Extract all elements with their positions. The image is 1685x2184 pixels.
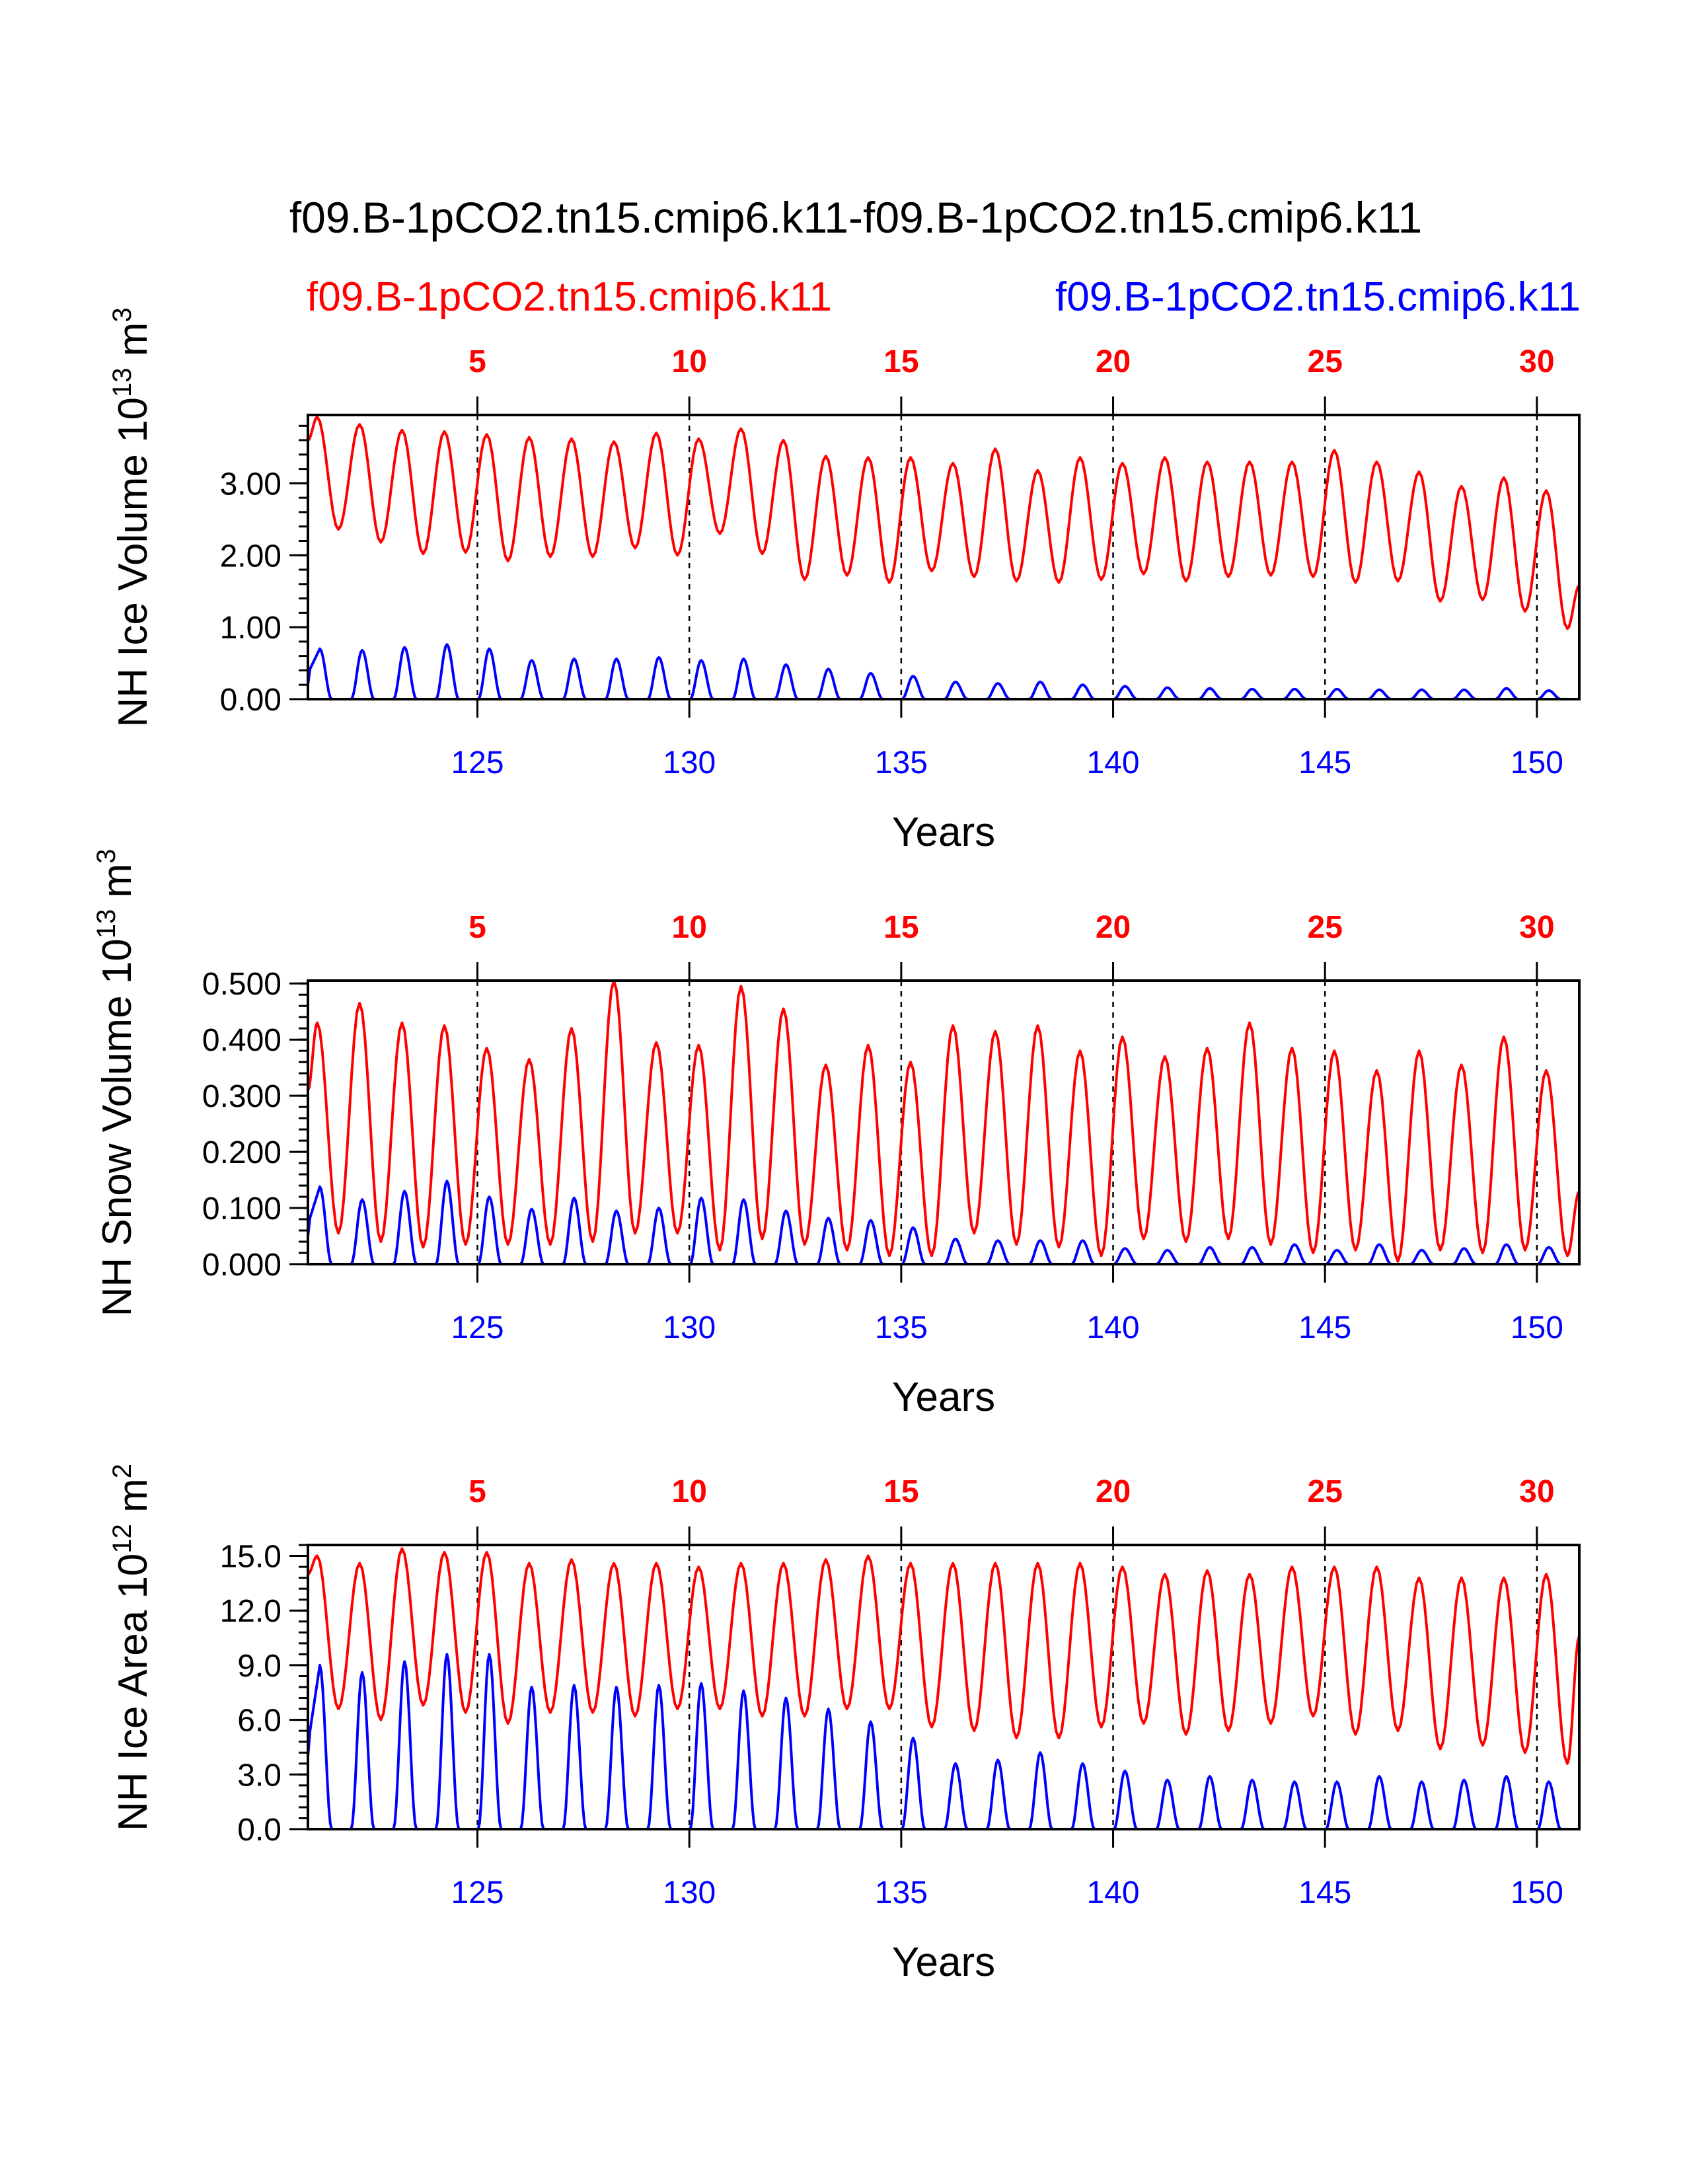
top-tick-label: 25: [1308, 910, 1343, 945]
y-axis-label: NH Ice Area 1012 m2: [108, 1464, 156, 1831]
y-tick-label: 0.400: [202, 1023, 281, 1058]
top-tick-label: 5: [468, 910, 486, 945]
top-tick-label: 5: [468, 1474, 486, 1509]
top-tick-label: 20: [1096, 344, 1131, 379]
bottom-tick-label: 150: [1511, 745, 1563, 780]
figure-title: f09.B-1pCO2.tn15.cmip6.k11-f09.B-1pCO2.t…: [289, 193, 1422, 242]
y-tick-label: 9.0: [237, 1649, 281, 1684]
y-tick-label: 0.300: [202, 1079, 281, 1114]
bottom-tick-label: 140: [1086, 745, 1139, 780]
bottom-tick-label: 130: [663, 1310, 716, 1345]
bottom-tick-label: 130: [663, 1875, 716, 1910]
x-axis-label: Years: [892, 1939, 995, 1985]
legend-right-label: f09.B-1pCO2.tn15.cmip6.k11: [1055, 274, 1581, 320]
plot-frame: [307, 414, 1581, 700]
top-tick-label: 10: [672, 910, 707, 945]
legend-left-label: f09.B-1pCO2.tn15.cmip6.k11: [307, 274, 832, 320]
y-axis-label: NH Ice Volume 1013 m3: [108, 307, 156, 727]
top-tick-label: 30: [1519, 910, 1554, 945]
top-tick-label: 10: [672, 1474, 707, 1509]
top-tick-label: 25: [1308, 1474, 1343, 1509]
top-tick-label: 15: [883, 910, 918, 945]
top-tick-label: 30: [1519, 1474, 1554, 1509]
y-tick-label: 0.0: [237, 1813, 281, 1848]
bottom-tick-label: 135: [875, 745, 928, 780]
y-tick-label: 3.0: [237, 1758, 281, 1793]
red-series-line: [308, 1547, 1579, 1765]
bottom-tick-label: 140: [1086, 1310, 1139, 1345]
bottom-tick-label: 150: [1511, 1310, 1563, 1345]
y-tick-label: 6.0: [237, 1704, 281, 1739]
y-axis-label: NH Snow Volume 1013 m3: [92, 849, 140, 1317]
x-axis-label: Years: [892, 810, 995, 855]
panel-ice-volume: 0.00 1.00 2.00 3.00 5 10 15 20 25 30 125 130 135 140 1…: [108, 307, 1581, 855]
bottom-tick-label: 145: [1298, 745, 1351, 780]
top-tick-label: 15: [883, 1474, 918, 1509]
y-tick-label: 0.00: [220, 683, 281, 718]
bottom-tick-label: 135: [875, 1310, 928, 1345]
y-tick-label: 3.00: [220, 467, 281, 502]
y-tick-label: 0.000: [202, 1248, 281, 1283]
top-tick-label: 20: [1096, 910, 1131, 945]
top-tick-label: 30: [1519, 344, 1554, 379]
top-tick-label: 25: [1308, 344, 1343, 379]
y-tick-label: 15.0: [220, 1540, 281, 1575]
panel-snow-volume: 0.000 0.100 0.200 0.300 0.400 0.500 5 10 15 20 25 3…: [92, 849, 1581, 1420]
bottom-tick-label: 150: [1511, 1875, 1563, 1910]
top-tick-label: 10: [672, 344, 707, 379]
panels: 0.00 1.00 2.00 3.00 5 10 15 20 25 30 125 130 135 140 1…: [92, 307, 1581, 1985]
panel-ice-area: 0.0 3.0 6.0 9.0 12.0 15.0 5 10 15 20 25 30 125 130 135…: [108, 1464, 1581, 1985]
top-tick-label: 5: [468, 344, 486, 379]
plot-frame: [307, 979, 1581, 1265]
red-series-line: [308, 416, 1579, 630]
bottom-tick-label: 130: [663, 745, 716, 780]
y-tick-label: 0.500: [202, 967, 281, 1002]
bottom-tick-label: 135: [875, 1875, 928, 1910]
bottom-tick-label: 140: [1086, 1875, 1139, 1910]
bottom-tick-label: 145: [1298, 1875, 1351, 1910]
y-tick-label: 2.00: [220, 539, 281, 574]
bottom-tick-label: 125: [451, 1875, 504, 1910]
x-axis-label: Years: [892, 1374, 995, 1420]
bottom-tick-label: 125: [451, 745, 504, 780]
top-tick-label: 20: [1096, 1474, 1131, 1509]
y-tick-label: 0.100: [202, 1191, 281, 1226]
y-tick-label: 12.0: [220, 1594, 281, 1629]
top-tick-label: 15: [883, 344, 918, 379]
y-tick-label: 1.00: [220, 611, 281, 646]
y-tick-label: 0.200: [202, 1135, 281, 1170]
red-series-line: [308, 981, 1579, 1263]
bottom-tick-label: 125: [451, 1310, 504, 1345]
bottom-tick-label: 145: [1298, 1310, 1351, 1345]
